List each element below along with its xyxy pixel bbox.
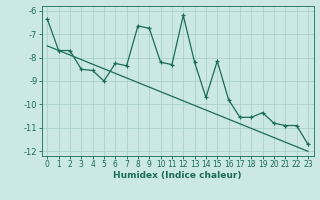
X-axis label: Humidex (Indice chaleur): Humidex (Indice chaleur) <box>113 171 242 180</box>
